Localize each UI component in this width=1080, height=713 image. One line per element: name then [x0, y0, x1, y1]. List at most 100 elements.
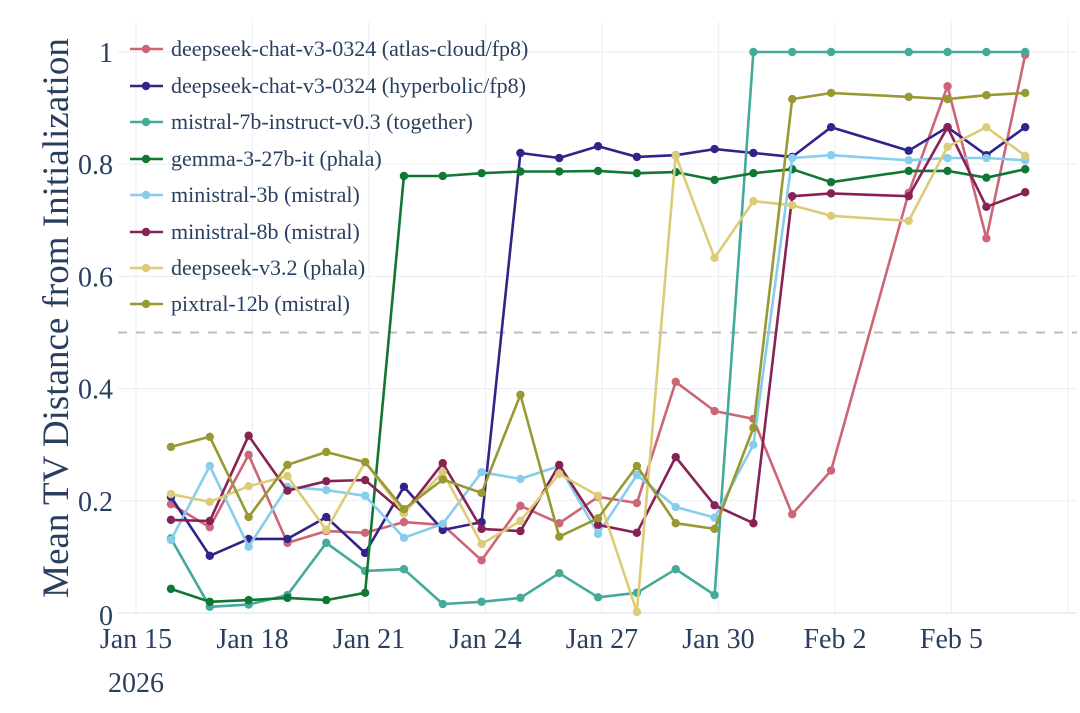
data-point	[166, 584, 176, 594]
legend-item[interactable]: gemma-3-27b-it (phala)	[130, 146, 382, 171]
data-point	[322, 447, 331, 457]
data-point	[671, 151, 680, 160]
data-point	[749, 148, 758, 158]
legend-item[interactable]: ministral-8b (mistral)	[130, 219, 360, 244]
data-point	[943, 94, 952, 104]
data-point	[166, 442, 176, 452]
data-point	[593, 529, 603, 539]
legend-swatch-marker	[141, 81, 151, 91]
x-tick-label: Jan 18	[216, 624, 288, 655]
y-tick-label: 0.2	[78, 487, 113, 518]
data-point	[477, 488, 486, 498]
data-point	[710, 513, 719, 522]
data-point	[283, 534, 292, 544]
data-point	[555, 532, 564, 541]
data-point	[555, 460, 564, 470]
y-axis-title: Mean TV Distance from Initialization	[36, 38, 77, 598]
x-tick-label: Feb 2	[803, 624, 866, 655]
series-line	[170, 125, 1026, 535]
data-point	[826, 211, 836, 221]
data-point	[749, 519, 758, 528]
data-point	[826, 177, 836, 187]
data-point	[516, 593, 525, 603]
series-layer	[166, 47, 1030, 617]
data-point	[438, 525, 447, 535]
x-tick-label: Feb 5	[920, 624, 983, 655]
data-point	[632, 461, 642, 471]
data-point	[477, 556, 486, 565]
data-point	[904, 47, 913, 57]
data-point	[166, 489, 176, 499]
data-point	[710, 524, 719, 534]
y-tick-label: 0.6	[78, 262, 113, 293]
series-line	[170, 54, 1027, 562]
legend-item[interactable]: ministral-3b (mistral)	[130, 182, 360, 207]
series-line	[169, 50, 1026, 609]
data-point	[244, 450, 253, 459]
data-point	[360, 528, 370, 537]
series-7	[166, 88, 1030, 541]
legend-item[interactable]: deepseek-chat-v3-0324 (hyperbolic/fp8)	[130, 73, 526, 98]
data-point	[788, 191, 797, 201]
data-point	[593, 520, 603, 530]
legend-item[interactable]: mistral-7b-instruct-v0.3 (together)	[130, 109, 473, 134]
data-point	[438, 459, 447, 468]
data-point	[244, 595, 253, 605]
data-point	[322, 538, 331, 548]
data-point	[710, 590, 719, 600]
y-tick-label: 1	[99, 38, 113, 69]
x-axis-ticks: Jan 15 2026 Jan 18 Jan 21 Jan 24 Jan 27 Jan 30…	[100, 624, 983, 699]
data-point	[593, 593, 603, 602]
data-point	[943, 47, 952, 57]
legend-label: pixtral-12b (mistral)	[171, 291, 350, 316]
data-point	[166, 535, 176, 545]
data-point	[244, 512, 253, 522]
data-point	[749, 423, 758, 433]
y-tick-label: 0	[99, 601, 113, 632]
data-point	[632, 528, 642, 537]
data-point	[1021, 188, 1030, 197]
data-point	[671, 377, 680, 387]
x-tick-label: Jan 24	[449, 624, 521, 655]
data-point	[477, 524, 486, 534]
legend-swatch-marker	[141, 44, 151, 54]
legend-item[interactable]: pixtral-12b (mistral)	[130, 291, 350, 316]
legend-label: ministral-8b (mistral)	[171, 219, 360, 244]
data-point	[360, 475, 370, 485]
data-point	[632, 498, 642, 508]
data-point	[943, 122, 952, 132]
data-point	[943, 142, 952, 152]
legend[interactable]: deepseek-chat-v3-0324 (atlas-cloud/fp8) d…	[130, 36, 528, 316]
data-point	[710, 144, 719, 154]
series-2	[166, 47, 1030, 612]
legend-swatch-marker	[141, 117, 151, 127]
data-point	[826, 47, 836, 57]
data-point	[360, 491, 370, 500]
legend-item[interactable]: deepseek-chat-v3-0324 (atlas-cloud/fp8)	[130, 36, 528, 61]
data-point	[904, 156, 913, 165]
data-point	[399, 517, 409, 527]
data-point	[438, 171, 447, 181]
x-tick-label: Jan 15	[100, 624, 172, 655]
data-point	[788, 200, 797, 210]
data-point	[710, 175, 719, 185]
data-point	[749, 47, 758, 57]
data-point	[982, 153, 991, 163]
data-point	[904, 166, 913, 176]
data-point	[710, 501, 719, 510]
data-point	[322, 595, 331, 605]
series-line	[170, 91, 1026, 539]
y-axis-ticks: 0 0.2 0.4 0.6 0.8 1	[78, 38, 113, 632]
data-point	[360, 588, 370, 598]
data-point	[1021, 122, 1030, 132]
data-point	[904, 92, 913, 102]
data-point	[399, 505, 409, 514]
data-point	[360, 548, 370, 558]
data-point	[516, 516, 525, 526]
data-point	[982, 90, 991, 100]
data-point	[632, 168, 642, 178]
data-point	[399, 533, 409, 543]
legend-item[interactable]: deepseek-v3.2 (phala)	[130, 255, 365, 280]
legend-label: deepseek-chat-v3-0324 (atlas-cloud/fp8)	[171, 36, 528, 61]
data-point	[593, 491, 603, 500]
